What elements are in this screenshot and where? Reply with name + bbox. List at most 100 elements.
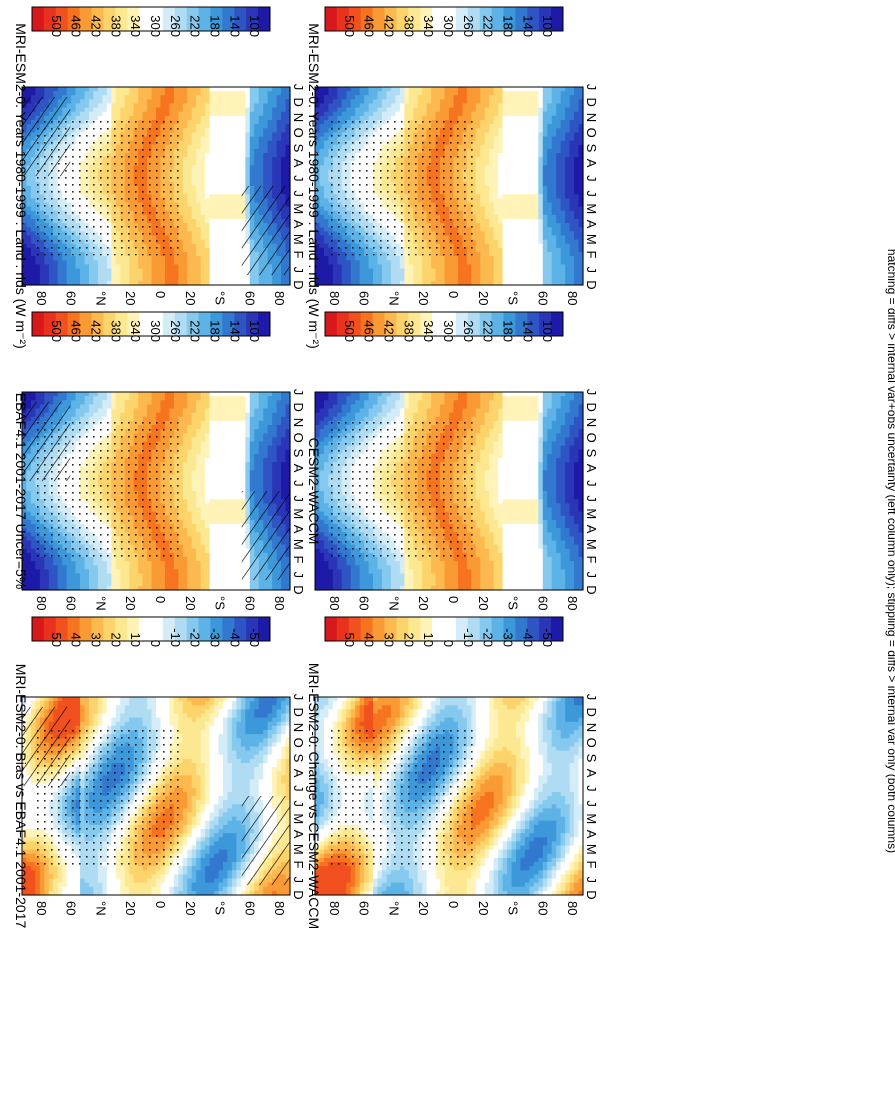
heatmap-cell: [232, 203, 237, 208]
heatmap-cell: [205, 198, 210, 203]
heatmap-cell: [245, 99, 250, 104]
heatmap-cell: [351, 95, 356, 100]
heatmap-cell: [263, 124, 268, 129]
heatmap-cell: [205, 203, 210, 208]
heatmap-cell: [259, 91, 264, 96]
heatmap-cell: [236, 161, 241, 166]
heatmap-cell: [498, 273, 503, 278]
heatmap-cell: [196, 244, 201, 249]
heatmap-cell: [360, 264, 365, 269]
heatmap-cell: [485, 256, 490, 261]
heatmap-cell: [373, 104, 378, 109]
heatmap-cell: [476, 207, 481, 212]
heatmap-cell: [187, 215, 192, 220]
heatmap-cell: [342, 264, 347, 269]
heatmap-cell: [485, 198, 490, 203]
panel-group: 500 460 420 380 340 300 260 220 180 140 10080 60 °N 2…: [13, 7, 599, 929]
heatmap-cell: [494, 223, 499, 228]
heatmap-cell: [223, 149, 228, 154]
heatmap-cell: [223, 170, 228, 175]
heatmap-cell: [436, 269, 441, 274]
heatmap-cell: [471, 108, 476, 113]
heatmap-cell: [35, 260, 40, 265]
heatmap-cell: [192, 112, 197, 117]
heatmap-cell: [400, 112, 405, 117]
heatmap-cell: [494, 240, 499, 245]
heatmap-cell: [476, 161, 481, 166]
heatmap-cell: [263, 99, 268, 104]
heatmap-cell: [241, 165, 246, 170]
heatmap-cell: [214, 112, 219, 117]
heatmap-cell: [364, 277, 369, 282]
heatmap-cell: [346, 108, 351, 113]
heatmap-cell: [227, 157, 232, 162]
colorbar-tick-label: 380: [401, 15, 416, 37]
heatmap-cell: [31, 223, 36, 228]
heatmap-cell: [160, 273, 165, 278]
heatmap-cell: [183, 273, 188, 278]
heatmap-cell: [67, 264, 72, 269]
heatmap-cell: [458, 91, 463, 96]
heatmap-cell: [236, 141, 241, 146]
heatmap-cell: [241, 104, 246, 109]
heatmap-cell: [458, 264, 463, 269]
heatmap-cell: [355, 256, 360, 261]
heatmap-cell: [427, 264, 432, 269]
heatmap-cell: [219, 252, 224, 257]
heatmap-cell: [174, 99, 179, 104]
heatmap-cell: [160, 264, 165, 269]
heatmap-cell: [49, 269, 54, 274]
heatmap-cell: [498, 161, 503, 166]
heatmap-cell: [485, 141, 490, 146]
heatmap-cell: [232, 198, 237, 203]
heatmap-cell: [210, 165, 215, 170]
heatmap-cell: [160, 112, 165, 117]
heatmap-cell: [355, 87, 360, 92]
heatmap-cell: [152, 87, 157, 92]
heatmap-cell: [409, 264, 414, 269]
heatmap-cell: [35, 273, 40, 278]
heatmap-cell: [427, 91, 432, 96]
heatmap-cell: [125, 273, 130, 278]
heatmap-cell: [436, 95, 441, 100]
heatmap-cell: [364, 104, 369, 109]
heatmap-cell: [277, 91, 282, 96]
heatmap-cell: [498, 108, 503, 113]
heatmap-cell: [31, 256, 36, 261]
heatmap-cell: [219, 215, 224, 220]
month-tick-label: J: [291, 175, 306, 182]
heatmap-cell: [205, 236, 210, 241]
heatmap-cell: [241, 99, 246, 104]
heatmap-cell: [40, 256, 45, 261]
heatmap-cell: [259, 120, 264, 125]
heatmap-cell: [219, 112, 224, 117]
heatmap-cell: [232, 124, 237, 129]
heatmap-cell: [476, 132, 481, 137]
heatmap-cell: [272, 277, 277, 282]
heatmap-cell: [263, 128, 268, 133]
heatmap-cell: [241, 124, 246, 129]
heatmap-cell: [436, 260, 441, 265]
heatmap-cell: [85, 273, 90, 278]
heatmap-cell: [31, 178, 36, 183]
heatmap-cell: [498, 91, 503, 96]
heatmap-cell: [236, 277, 241, 282]
heatmap-cell: [169, 277, 174, 282]
heatmap-cell: [210, 174, 215, 179]
heatmap-cell: [67, 269, 72, 274]
heatmap-cell: [219, 244, 224, 249]
heatmap-cell: [494, 137, 499, 142]
heatmap-cell: [494, 99, 499, 104]
heatmap-cell: [192, 132, 197, 137]
heatmap-cell: [210, 223, 215, 228]
heatmap-cell: [471, 91, 476, 96]
heatmap-cell: [223, 215, 228, 220]
heatmap-cell: [489, 194, 494, 199]
heatmap-cell: [418, 108, 423, 113]
heatmap-cell: [476, 264, 481, 269]
heatmap-cell: [351, 99, 356, 104]
heatmap-cell: [219, 273, 224, 278]
heatmap-cell: [485, 227, 490, 232]
heatmap-cell: [467, 108, 472, 113]
heatmap-cell: [201, 248, 206, 253]
